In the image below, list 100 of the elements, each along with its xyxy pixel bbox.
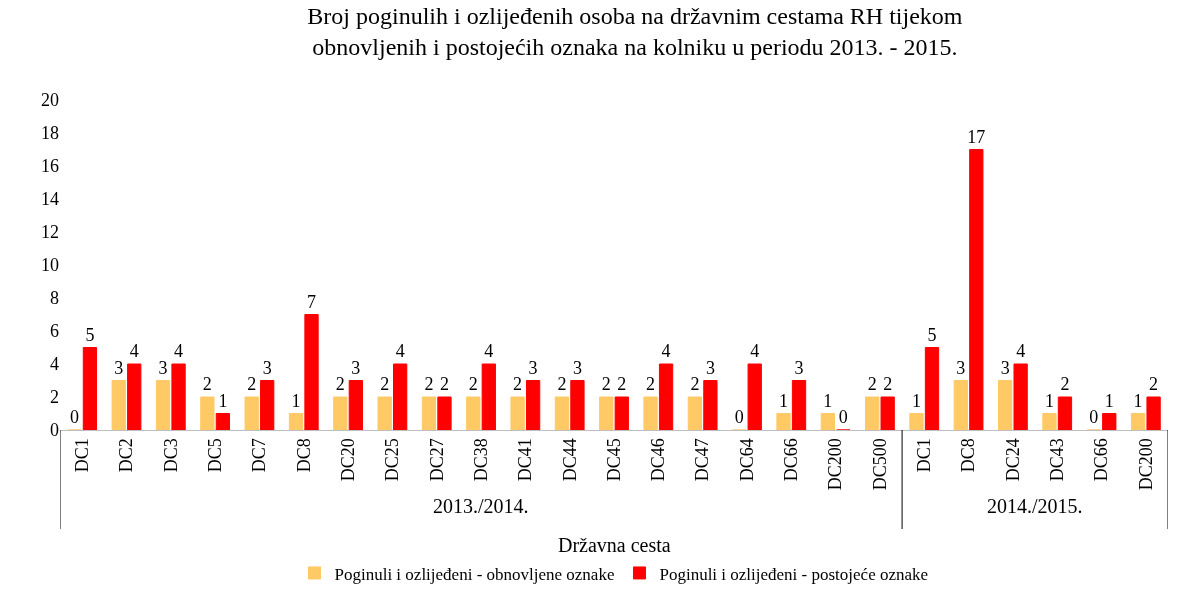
x-tick-label: DC1 <box>72 438 93 473</box>
data-label: 2 <box>867 374 877 394</box>
bar <box>510 396 525 430</box>
data-label: 1 <box>291 390 301 411</box>
y-tick-label: 4 <box>50 354 59 375</box>
data-label: 3 <box>351 357 361 378</box>
bar <box>599 396 614 430</box>
data-label: 2 <box>601 374 611 394</box>
data-label: 4 <box>395 341 405 361</box>
bar <box>288 413 304 430</box>
x-tick-label: DC43 <box>1047 438 1068 482</box>
data-label: 3 <box>794 357 804 378</box>
x-tick-label: DC27 <box>426 438 447 482</box>
data-label: 2 <box>646 374 656 394</box>
y-tick-label: 18 <box>41 123 59 144</box>
data-label: 1 <box>1104 390 1114 411</box>
y-tick-label: 0 <box>50 420 59 441</box>
bar <box>333 396 348 430</box>
x-tick-label: DC66 <box>1091 438 1112 482</box>
data-label: 4 <box>174 341 184 361</box>
bar <box>466 396 481 430</box>
data-label: 2 <box>617 374 627 394</box>
x-tick-label: DC44 <box>559 438 580 482</box>
bar <box>1130 413 1146 430</box>
x-tick-label: DC8 <box>293 438 314 473</box>
bar <box>82 347 98 430</box>
x-tick-label: DC8 <box>958 438 979 473</box>
bar <box>171 363 186 430</box>
x-tick-label: DC66 <box>781 438 802 482</box>
x-tick-label: DC1 <box>914 438 935 473</box>
data-label: 1 <box>823 390 833 411</box>
bar <box>244 396 259 430</box>
data-label: 3 <box>572 357 582 378</box>
data-label: 2 <box>557 374 567 394</box>
y-tick-label: 8 <box>50 288 59 309</box>
x-axis-title: Državna cesta <box>558 534 671 556</box>
x-tick-label: DC7 <box>249 438 270 473</box>
bar <box>570 380 585 430</box>
data-label: 0 <box>734 407 744 427</box>
x-tick-label: DC20 <box>337 438 358 482</box>
data-label: 7 <box>307 291 317 312</box>
data-label: 3 <box>158 357 168 378</box>
bar <box>747 363 762 430</box>
text: 2013./2014. <box>433 495 529 517</box>
data-label: 0 <box>838 407 848 427</box>
data-label: 2 <box>1060 374 1070 394</box>
x-tick-label: DC5 <box>204 438 225 473</box>
bar <box>348 380 363 430</box>
bar <box>1042 413 1057 430</box>
data-label: 1 <box>1044 390 1054 411</box>
bar <box>525 380 541 430</box>
data-label: 1 <box>911 390 921 411</box>
x-tick-label: DC41 <box>515 438 536 482</box>
bar <box>703 380 718 430</box>
data-label: 2 <box>690 374 700 394</box>
bar <box>880 396 895 430</box>
bar <box>865 396 880 430</box>
bar <box>953 380 968 430</box>
y-tick-label: 10 <box>41 255 59 276</box>
bar <box>127 363 142 430</box>
data-label: 1 <box>779 390 789 411</box>
y-tick-label: 12 <box>41 222 59 243</box>
data-label: 3 <box>1000 357 1010 378</box>
bar <box>1013 363 1028 430</box>
data-label: 1 <box>1133 390 1143 411</box>
y-tick-label: 20 <box>41 90 59 111</box>
data-label: 17 <box>967 126 986 147</box>
data-label: 2 <box>247 374 257 394</box>
x-tick-label: DC45 <box>603 438 624 482</box>
bar <box>997 380 1013 430</box>
bar <box>1146 396 1161 430</box>
text: 2014./2015. <box>987 495 1083 517</box>
bar <box>393 363 408 430</box>
bar <box>909 413 924 430</box>
bar <box>791 380 807 430</box>
x-tick-label: DC25 <box>382 438 403 482</box>
bar <box>111 380 126 430</box>
bar <box>304 314 319 430</box>
x-tick-label: DC200 <box>1135 438 1156 491</box>
bar <box>820 413 835 430</box>
data-label: 4 <box>1016 341 1026 361</box>
bar <box>1102 413 1117 430</box>
data-label: 0 <box>1089 407 1099 427</box>
bar <box>658 363 674 430</box>
legend-label: Poginuli i ozlijeđeni - obnovljene oznake <box>334 564 615 584</box>
x-tick-label: DC200 <box>825 438 846 491</box>
bar <box>437 396 452 430</box>
y-tick-label: 6 <box>50 321 59 342</box>
bar <box>924 347 940 430</box>
y-tick-label: 16 <box>41 156 59 177</box>
data-label: 3 <box>528 357 538 378</box>
bar <box>969 149 984 430</box>
data-label: 2 <box>468 374 478 394</box>
bar <box>421 396 437 430</box>
data-label: 4 <box>129 341 139 361</box>
data-label: 2 <box>335 374 345 394</box>
data-label: 2 <box>380 374 390 394</box>
data-label: 2 <box>439 374 449 394</box>
data-label: 3 <box>114 357 124 378</box>
data-label: 2 <box>202 374 212 394</box>
